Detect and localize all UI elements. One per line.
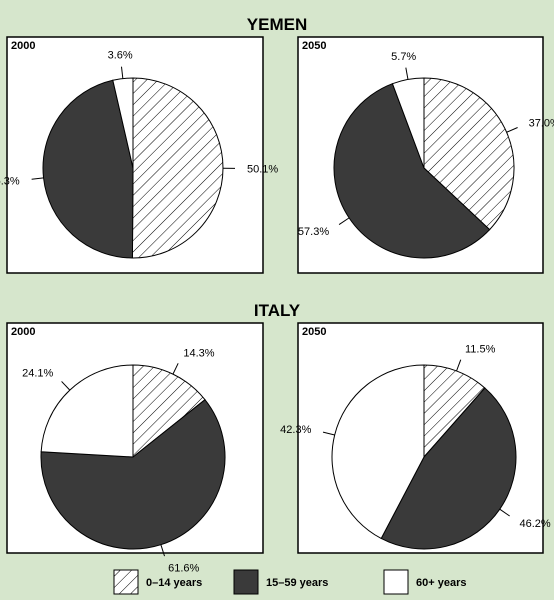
data-label: 50.1% [247,163,278,175]
data-label: 61.6% [168,563,199,575]
data-label: 5.7% [391,51,416,63]
legend-swatch-hatch [113,569,139,595]
leader-line [120,66,124,79]
slice-60-plus [40,364,134,458]
slice-0-14 [132,364,206,459]
pie-panel-yemen-2050: 2050 37.0% 57.3% 5.7% [297,36,554,274]
pie-panel-italy-2050: 2050 11.5% 46.2% 42.3% [280,322,551,554]
leader-line [405,67,409,80]
leader-line [322,431,335,436]
leader-line [31,177,44,180]
data-label: 24.1% [22,368,53,380]
leader-line [499,508,510,517]
slice-15-59 [380,387,517,550]
leader-line [172,363,179,375]
pie-panel-yemen-2000: 2000 50.1% 46.3% 3.6% [0,36,278,274]
leader-line [160,544,165,557]
pie-panel-italy-2000: 2000 14.3% 61.6% 24.1% [6,322,264,575]
slice-0-14 [423,364,486,459]
panel-year-label: 2050 [302,326,326,338]
section-title-yemen: YEMEN [247,15,307,34]
data-label: 46.3% [0,176,20,188]
leader-line [506,127,518,133]
data-label: 11.5% [465,343,496,355]
section-title-italy: ITALY [254,301,301,320]
data-label: 42.3% [280,424,311,436]
panel-year-label: 2000 [11,326,35,338]
slice-15-59 [40,399,226,550]
legend-label: 60+ years [416,577,466,589]
legend-label: 0–14 years [146,577,202,589]
leader-line [338,217,350,225]
leader-line [456,359,462,372]
panel-year-label: 2000 [11,40,35,52]
slice-60-plus [331,364,425,540]
data-label: 57.3% [298,226,329,238]
data-label: 14.3% [183,348,214,360]
data-label: 37.0% [529,118,554,130]
slice-60-plus [391,77,425,169]
legend-item-15-59: 15–59 years [233,569,328,595]
legend-item-60-plus: 60+ years [383,569,466,595]
pie-panels: 2000 50.1% 46.3% 3.6% 2050 37.0% 57.3% 5.7% 2000… [0,36,554,575]
slice-0-14 [423,77,515,231]
legend-swatch-white [383,569,409,595]
data-label: 46.2% [520,518,551,530]
legend-label: 15–59 years [266,577,328,589]
legend-swatch-dark [233,569,259,595]
slice-15-59 [42,79,134,259]
slice-60-plus [112,77,134,169]
leader-line [61,381,71,391]
legend: 0–14 years 15–59 years 60+ years [113,569,466,595]
legend-item-0-14: 0–14 years [113,569,202,595]
data-label: 3.6% [108,50,133,62]
slice-15-59 [333,83,491,259]
panel-year-label: 2050 [302,40,326,52]
